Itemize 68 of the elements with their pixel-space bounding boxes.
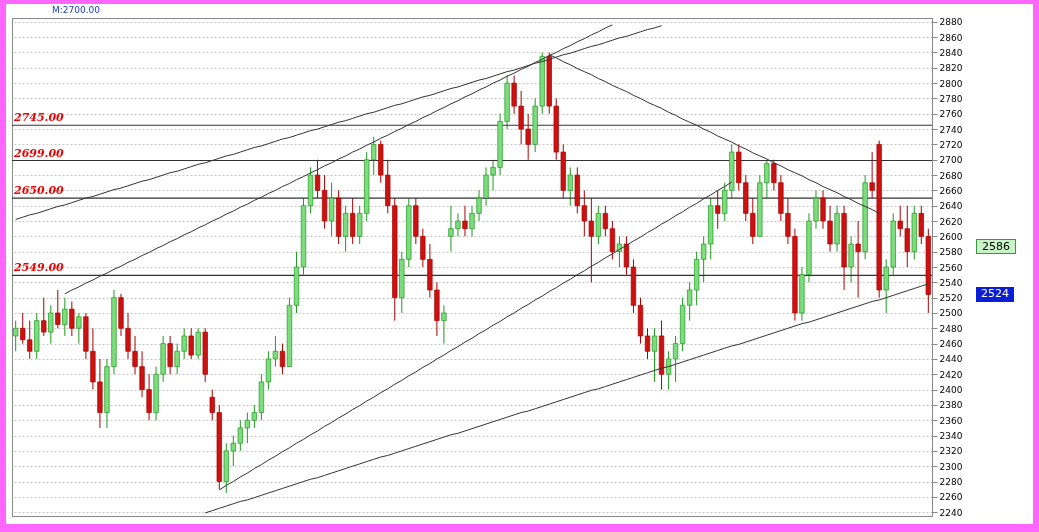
- candlestick: [188, 327, 194, 360]
- candlestick: [623, 235, 630, 276]
- candlestick: [715, 189, 721, 230]
- candlestick: [76, 312, 82, 345]
- candlestick: [665, 350, 672, 391]
- y-tick-label: 2320: [939, 446, 963, 457]
- y-tick-label: 2300: [939, 461, 963, 472]
- y-tick-label: 2460: [939, 339, 963, 350]
- y-tick-label: 2580: [939, 247, 963, 258]
- candlestick: [48, 304, 54, 345]
- y-tick-label: 2680: [939, 170, 963, 181]
- y-tick-label: 2340: [939, 431, 963, 442]
- candlestick: [167, 335, 173, 375]
- y-tick-label: 2240: [939, 507, 963, 518]
- y-tick-label: 2800: [939, 78, 963, 89]
- candlestick: [644, 327, 651, 360]
- text: 2524: [976, 287, 1014, 302]
- candlestick: [567, 166, 573, 207]
- candlestick: [69, 300, 75, 337]
- candlestick: [314, 159, 321, 199]
- text: M:2700.00: [52, 5, 101, 15]
- y-tick-label: 2660: [939, 185, 963, 196]
- candlestick: [350, 197, 356, 245]
- candlestick: [848, 235, 854, 283]
- candlestick: [41, 297, 47, 337]
- text: 2586: [976, 239, 1016, 254]
- y-tick-label: 2860: [939, 32, 963, 43]
- y-tick-label: 2640: [939, 201, 963, 212]
- candlestick: [272, 335, 279, 368]
- ref-line-label: 2549.00: [13, 261, 65, 275]
- y-tick-label: 2600: [939, 231, 963, 242]
- y-tick-label: 2400: [939, 385, 963, 396]
- y-tick-label: 2480: [939, 323, 963, 334]
- candlestick: [462, 205, 468, 237]
- candlestick: [13, 320, 19, 352]
- y-tick-label: 2720: [939, 139, 963, 150]
- y-tick-label: 2420: [939, 369, 963, 380]
- y-tick-label: 2820: [939, 63, 963, 74]
- candlestick: [55, 289, 61, 329]
- y-tick-label: 2260: [939, 492, 963, 503]
- candlestick: [343, 205, 349, 253]
- candlestick: [441, 304, 447, 345]
- y-tick-label: 2880: [939, 17, 963, 28]
- y-tick-label: 2840: [939, 47, 963, 58]
- y-tick-label: 2280: [939, 477, 963, 488]
- candlestick: [855, 220, 861, 299]
- y-tick-label: 2440: [939, 354, 963, 365]
- y-tick-label: 2360: [939, 415, 963, 426]
- candlestick: [328, 182, 335, 237]
- candlestick: [651, 327, 658, 383]
- y-tick-label: 2700: [939, 155, 963, 166]
- y-tick-label: 2760: [939, 109, 963, 120]
- y-tick-label: 2620: [939, 216, 963, 227]
- y-tick-label: 2540: [939, 277, 963, 288]
- y-tick-label: 2740: [939, 124, 963, 135]
- ref-line-label: 2745.00: [13, 111, 65, 125]
- ref-line-label: 2650.00: [13, 184, 65, 198]
- candlestick: [279, 343, 286, 375]
- line-series: [204, 283, 929, 514]
- ref-line-label: 2699.00: [13, 146, 65, 160]
- y-tick-label: 2780: [939, 93, 963, 104]
- y-tick-label: 2520: [939, 293, 963, 304]
- candlestick: [62, 297, 68, 337]
- candlestick: [595, 205, 601, 245]
- y-tick-label: 2380: [939, 400, 963, 411]
- y-tick-label: 2560: [939, 262, 963, 273]
- y-tick-label: 2500: [939, 308, 963, 319]
- candlestick: [195, 327, 201, 360]
